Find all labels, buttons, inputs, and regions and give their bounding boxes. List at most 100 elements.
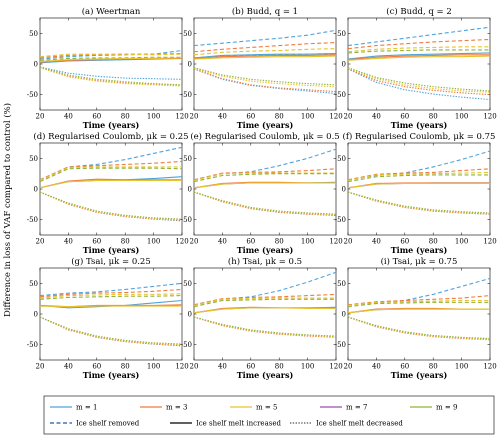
panel-1: (a) Weertman 20 40 60 80 100 120 -50 0 50 Time (ye… [27, 6, 189, 130]
x-tick-label: 60 [400, 113, 409, 121]
series-line [194, 316, 336, 338]
x-tick-label: 60 [246, 113, 255, 121]
x-tick-label: 80 [429, 238, 438, 246]
series-line [194, 293, 336, 306]
x-tick-label: 60 [400, 238, 409, 246]
series-line [348, 316, 490, 341]
series-line [348, 54, 490, 61]
y-tick-label: 0 [342, 186, 346, 194]
panel-9: (i) Tsai, μk = 0.75 20 40 60 80 100 120 -50 0 50 T… [335, 256, 497, 380]
panel-3: (c) Budd, q = 2 20 40 60 80 100 120 -50 0 50 Time … [335, 6, 497, 130]
plot-frame [39, 267, 183, 361]
plot-frame [39, 142, 183, 236]
x-tick-label: 100 [301, 238, 314, 246]
legend-item: m = 9 [410, 404, 457, 412]
series-group [194, 148, 336, 216]
x-tick-label: 60 [246, 238, 255, 246]
x-tick-label: 20 [36, 113, 45, 121]
y-tick-label: 0 [188, 311, 192, 319]
series-line [194, 148, 336, 181]
y-tick-label: 50 [183, 280, 192, 288]
legend-item: Ice shelf melt decreased [290, 420, 403, 428]
legend-label: m = 1 [76, 404, 97, 412]
series-line [194, 271, 336, 306]
x-tick-label: 40 [64, 113, 73, 121]
series-line [194, 307, 336, 314]
legend-label: Ice shelf melt increased [196, 420, 281, 428]
x-tick-label: 20 [36, 238, 45, 246]
x-tick-label: 40 [218, 238, 227, 246]
panel-4: (d) Regularised Coulomb, μk = 0.25 20 40 60… [27, 131, 189, 255]
series-line [194, 54, 336, 60]
series-line [40, 160, 182, 181]
panel-2: (b) Budd, q = 1 20 40 60 80 100 120 -50 0 50 Time … [181, 6, 343, 130]
legend-label: Ice shelf melt decreased [316, 420, 403, 428]
y-tick-label: 0 [34, 186, 38, 194]
legend-label: Ice shelf removed [76, 420, 140, 428]
series-line [348, 67, 490, 92]
x-tick-label: 60 [400, 363, 409, 371]
series-line [348, 168, 490, 181]
series-line [194, 173, 336, 183]
series-line [348, 171, 490, 181]
series-line [348, 68, 490, 101]
series-line [348, 67, 490, 93]
series-line [348, 316, 490, 340]
y-tick-label: 50 [183, 30, 192, 38]
x-axis-label: Time (years) [237, 370, 294, 380]
series-line [348, 191, 490, 214]
x-tick-label: 120 [329, 238, 342, 246]
x-axis-label: Time (years) [83, 120, 140, 130]
panel-title: (i) Tsai, μk = 0.75 [381, 256, 458, 267]
panel-title: (b) Budd, q = 1 [232, 6, 298, 17]
y-tick-label: 0 [342, 311, 346, 319]
x-tick-label: 20 [190, 363, 199, 371]
plot-frame [39, 17, 183, 111]
series-group [348, 150, 490, 215]
series-group [348, 277, 490, 341]
x-tick-label: 120 [483, 113, 496, 121]
series-line [194, 29, 336, 47]
series-line [194, 55, 336, 60]
x-tick-label: 20 [344, 363, 353, 371]
x-tick-label: 40 [64, 238, 73, 246]
y-tick-label: -50 [335, 216, 346, 224]
x-tick-label: 120 [483, 363, 496, 371]
legend-item: m = 7 [320, 404, 367, 412]
series-group [40, 146, 182, 222]
legend-label: m = 9 [436, 404, 457, 412]
x-tick-label: 100 [301, 363, 314, 371]
series-line [194, 191, 336, 216]
series-line [348, 174, 490, 183]
series-line [194, 48, 336, 56]
series-line [348, 301, 490, 308]
x-axis-label: Time (years) [83, 370, 140, 380]
x-axis-label: Time (years) [237, 120, 294, 130]
series-line [348, 182, 490, 189]
x-tick-label: 100 [147, 238, 160, 246]
plot-frame [193, 17, 337, 111]
series-line [194, 168, 336, 181]
x-tick-label: 20 [36, 363, 45, 371]
plot-frame [347, 17, 491, 111]
series-line [348, 38, 490, 50]
series-line [40, 57, 182, 63]
legend-item: m = 5 [230, 404, 277, 412]
x-tick-label: 100 [455, 363, 468, 371]
panel-title: (f) Regularised Coulomb, μk = 0.75 [343, 131, 496, 142]
x-tick-label: 80 [275, 113, 284, 121]
x-tick-label: 20 [344, 113, 353, 121]
x-tick-label: 100 [147, 113, 160, 121]
legend-item: Ice shelf melt increased [170, 420, 281, 428]
panel-title: (c) Budd, q = 2 [386, 6, 451, 17]
series-line [194, 68, 336, 93]
series-group [194, 271, 336, 338]
y-tick-label: -50 [335, 91, 346, 99]
y-tick-label: -50 [27, 91, 38, 99]
x-tick-label: 20 [190, 113, 199, 121]
series-line [194, 41, 336, 53]
plot-frame [193, 267, 337, 361]
x-tick-label: 40 [64, 363, 73, 371]
series-line [40, 295, 182, 300]
